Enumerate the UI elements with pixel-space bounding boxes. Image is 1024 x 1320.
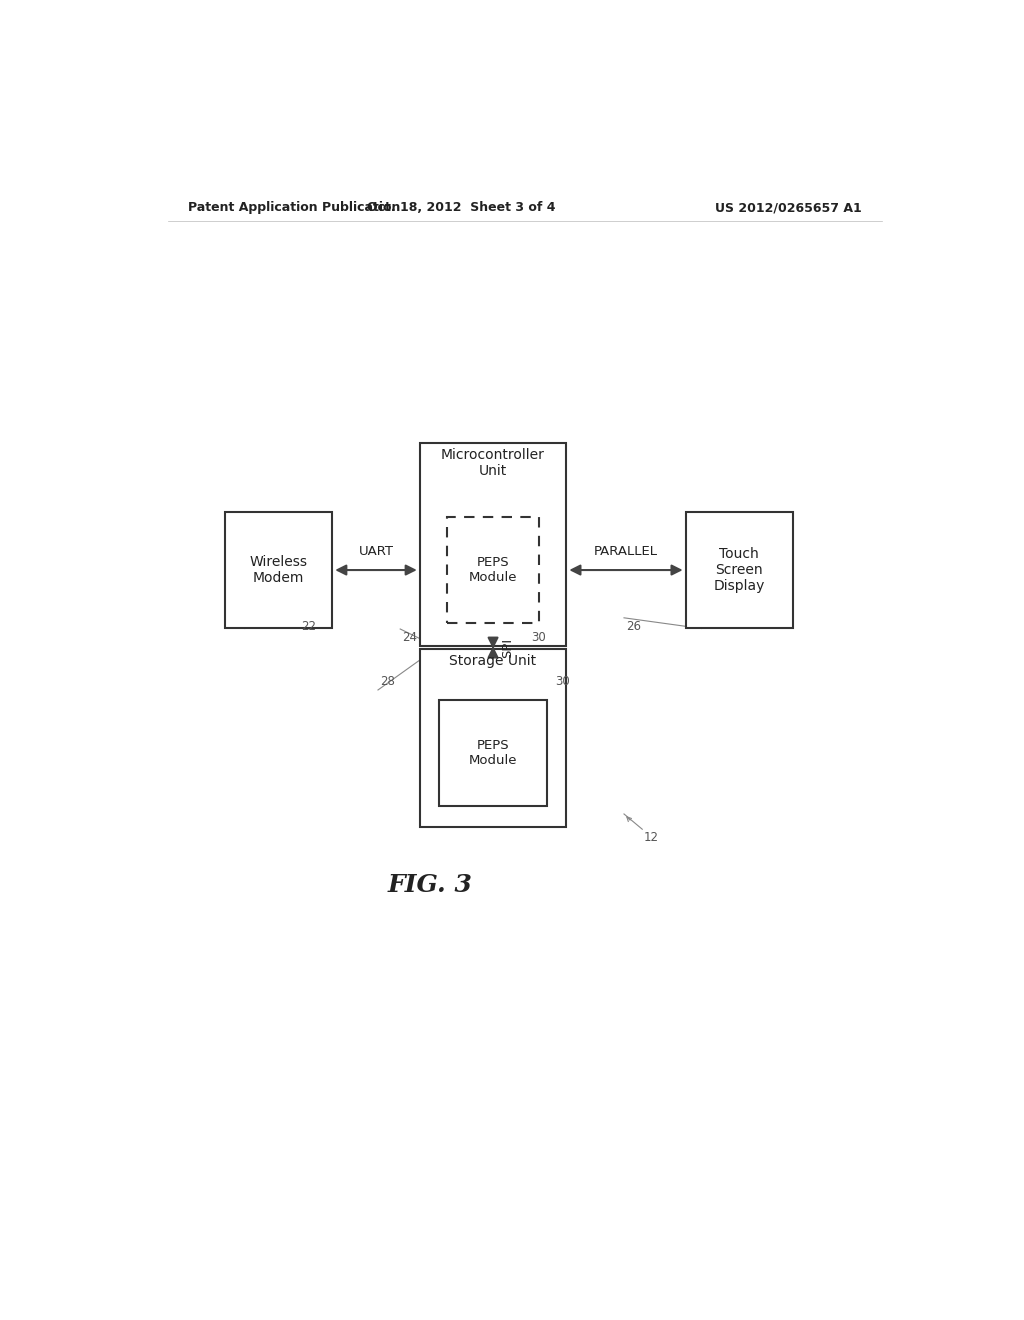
Text: 30: 30: [531, 631, 546, 644]
Text: PARALLEL: PARALLEL: [594, 545, 658, 558]
FancyBboxPatch shape: [447, 516, 539, 623]
Text: Wireless
Modem: Wireless Modem: [250, 554, 308, 585]
FancyBboxPatch shape: [420, 444, 566, 647]
Text: FIG. 3: FIG. 3: [387, 873, 472, 898]
FancyBboxPatch shape: [439, 700, 547, 807]
Text: 22: 22: [301, 620, 316, 632]
FancyBboxPatch shape: [420, 649, 566, 826]
Text: 12: 12: [644, 832, 658, 845]
Text: Patent Application Publication: Patent Application Publication: [187, 201, 400, 214]
Text: 26: 26: [627, 620, 641, 632]
Text: Touch
Screen
Display: Touch Screen Display: [714, 546, 765, 593]
Text: SPI: SPI: [501, 638, 514, 657]
FancyBboxPatch shape: [225, 512, 333, 628]
Text: UART: UART: [358, 545, 393, 558]
Text: 24: 24: [402, 631, 418, 644]
Text: 28: 28: [380, 675, 395, 688]
Text: Storage Unit: Storage Unit: [450, 653, 537, 668]
Text: US 2012/0265657 A1: US 2012/0265657 A1: [716, 201, 862, 214]
FancyBboxPatch shape: [685, 512, 793, 628]
Text: Microcontroller
Unit: Microcontroller Unit: [441, 447, 545, 478]
Text: PEPS
Module: PEPS Module: [469, 739, 517, 767]
Text: Oct. 18, 2012  Sheet 3 of 4: Oct. 18, 2012 Sheet 3 of 4: [367, 201, 556, 214]
Text: 30: 30: [555, 675, 569, 688]
Text: PEPS
Module: PEPS Module: [469, 556, 517, 583]
